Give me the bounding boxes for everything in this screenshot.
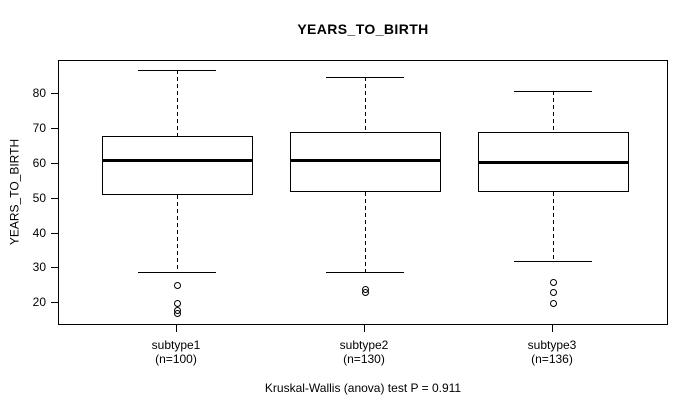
median-line: [477, 160, 629, 164]
plot-area: [58, 60, 668, 325]
whisker-cap-lower: [138, 271, 216, 273]
y-tick: [51, 162, 58, 164]
outlier-point: [361, 289, 369, 297]
y-tick-label: 80: [32, 86, 46, 101]
outlier-point: [549, 289, 557, 297]
iqr-box: [289, 132, 441, 192]
group-name: subtype3: [527, 338, 577, 352]
iqr-box: [101, 135, 253, 196]
x-tick: [176, 325, 177, 332]
whisker-upper: [176, 69, 178, 136]
whisker-cap-lower: [326, 271, 404, 273]
y-tick-label: 30: [32, 260, 46, 275]
outlier-point: [173, 299, 181, 307]
y-tick-label: 20: [32, 295, 46, 310]
median-line: [101, 158, 253, 162]
outlier-point: [549, 299, 557, 307]
group-name: subtype2: [339, 338, 389, 352]
whisker-upper: [364, 76, 366, 133]
whisker-lower: [364, 191, 366, 272]
box-group-subtype3: [59, 61, 667, 324]
whisker-cap-upper: [514, 90, 592, 92]
group-label-subtype2: subtype2 (n=130): [289, 338, 439, 366]
whisker-lower: [552, 191, 554, 262]
group-label-subtype3: subtype3 (n=136): [477, 338, 627, 366]
y-tick: [51, 93, 58, 95]
group-count: (n=136): [531, 352, 573, 366]
group-name: subtype1: [151, 338, 201, 352]
y-tick: [51, 267, 58, 269]
group-label-subtype1: subtype1 (n=100): [101, 338, 251, 366]
x-tick: [552, 325, 553, 332]
box-group-subtype2: [59, 61, 667, 324]
y-tick-label: 40: [32, 225, 46, 240]
whisker-lower: [176, 195, 178, 272]
outlier-point: [549, 278, 557, 286]
whisker-upper: [552, 90, 554, 133]
y-tick: [51, 232, 58, 234]
outlier-point: [173, 310, 181, 318]
median-line: [289, 158, 441, 162]
y-tick: [51, 302, 58, 304]
whisker-cap-upper: [326, 76, 404, 78]
y-tick-label: 60: [32, 155, 46, 170]
y-tick: [51, 197, 58, 199]
y-tick: [51, 127, 58, 129]
whisker-cap-lower: [514, 261, 592, 263]
outlier-point: [173, 282, 181, 290]
group-count: (n=100): [155, 352, 197, 366]
box-group-subtype1: [59, 61, 667, 324]
y-tick-label: 70: [32, 120, 46, 135]
statistical-test-caption: Kruskal-Wallis (anova) test P = 0.911: [264, 381, 462, 395]
whisker-cap-upper: [138, 69, 216, 71]
y-tick-label: 50: [32, 190, 46, 205]
group-count: (n=130): [343, 352, 385, 366]
chart-title: YEARS_TO_BIRTH: [297, 21, 429, 37]
x-tick: [364, 325, 365, 332]
